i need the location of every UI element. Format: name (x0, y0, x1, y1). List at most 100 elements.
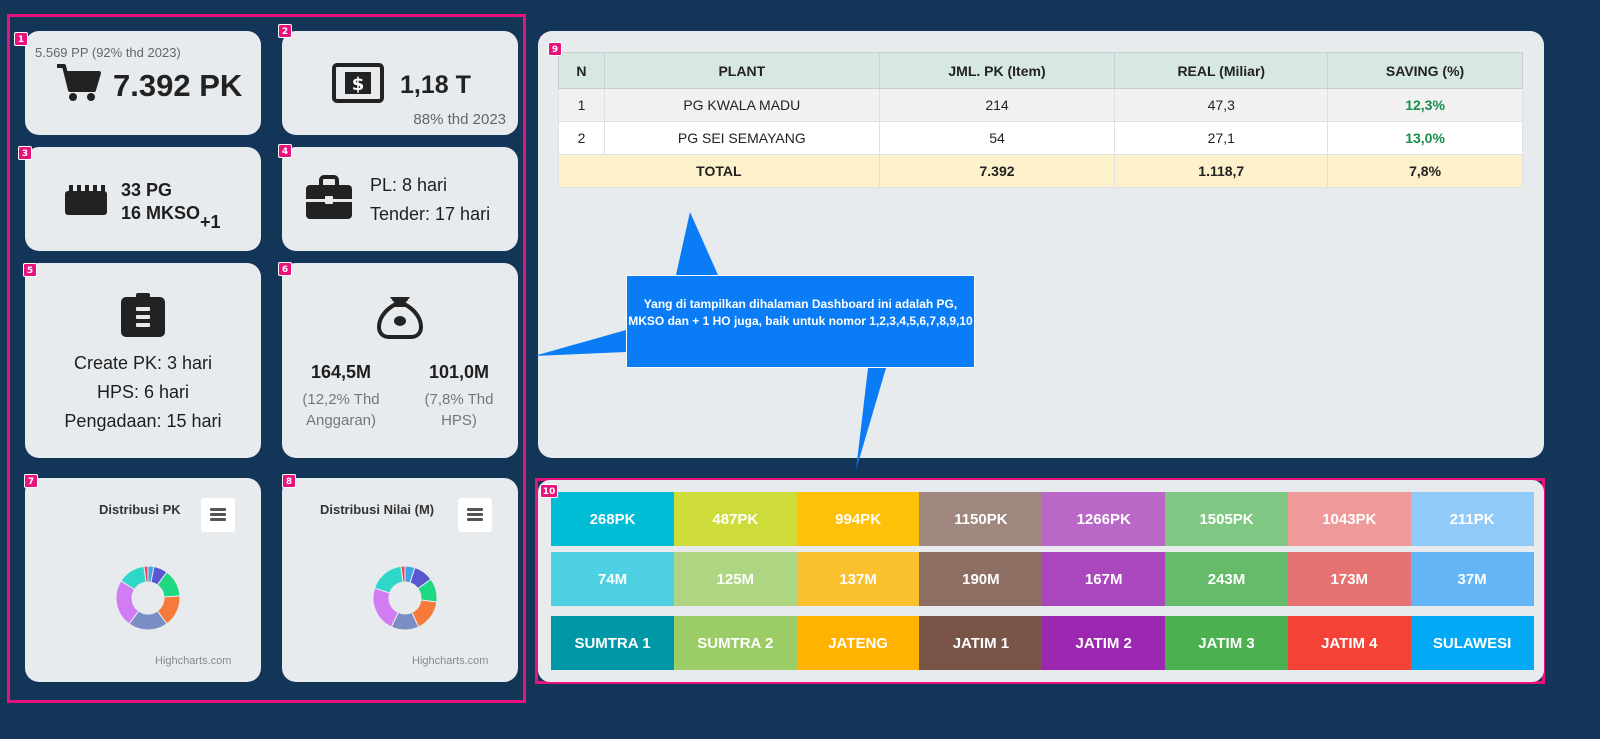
region-tile[interactable]: SUMTRA 2 (673, 616, 797, 670)
saving-anggaran-note1: (12,2% Thd (302, 391, 380, 408)
region-tile[interactable]: SUMTRA 1 (551, 616, 674, 670)
col-header-n[interactable]: N (558, 52, 605, 89)
donut-slice[interactable] (400, 565, 406, 583)
chart-menu-button-pk[interactable] (201, 498, 235, 532)
table-row[interactable]: 1 PG KWALA MADU 214 47,3 12,3% (558, 88, 1523, 122)
badge-6: 6 (278, 262, 292, 276)
nilai-tile[interactable]: 37M (1410, 552, 1534, 606)
cell-n: 2 (558, 121, 605, 155)
region-tile[interactable]: SULAWESI (1410, 616, 1534, 670)
money-bag-icon (376, 297, 424, 343)
cart-icon (55, 63, 101, 108)
nilai-tile[interactable]: 167M (1042, 552, 1166, 606)
menu-bar-icon (467, 508, 483, 511)
cell-n: 1 (558, 88, 605, 122)
nilai-tile[interactable]: 190M (919, 552, 1043, 606)
chart-menu-button-nilai[interactable] (458, 498, 492, 532)
card-distribusi-pk: Distribusi PK Highcharts.com (25, 478, 261, 682)
nilai-tile[interactable]: 243M (1165, 552, 1288, 606)
svg-text:$: $ (352, 74, 365, 95)
tender-duration: Tender: 17 hari (370, 204, 491, 224)
col-header-plant[interactable]: PLANT (603, 52, 880, 89)
pg-count: 33 PG (121, 180, 173, 200)
table-row[interactable]: 2 PG SEI SEMAYANG 54 27,1 13,0% (558, 121, 1523, 155)
region-tile[interactable]: JATENG (796, 616, 920, 670)
donut-chart-nilai[interactable] (355, 548, 455, 648)
donut-slice[interactable] (372, 587, 399, 628)
badge-10: 10 (540, 484, 558, 498)
col-header-jml-pk[interactable]: JML. PK (Item) (878, 52, 1116, 89)
menu-bar-icon (210, 508, 226, 511)
nilai-tile[interactable]: 74M (551, 552, 674, 606)
col-header-real[interactable]: REAL (Miliar) (1114, 52, 1329, 89)
cell-jml-pk: 54 (878, 121, 1116, 155)
badge-9: 9 (548, 42, 562, 56)
nilai-tile[interactable]: 173M (1287, 552, 1411, 606)
donut-slice[interactable] (373, 565, 404, 594)
cell-real: 27,1 (1114, 121, 1329, 155)
saving-hps-note1: (7,8% Thd (424, 391, 494, 408)
cell-total-jml-pk: 7.392 (878, 154, 1116, 188)
cell-plant: PG KWALA MADU (603, 88, 880, 122)
highcharts-credit[interactable]: Highcharts.com (412, 655, 489, 667)
highcharts-credit[interactable]: Highcharts.com (155, 655, 232, 667)
pengadaan-duration: Pengadaan: 15 hari (64, 411, 222, 431)
card-savings: 164,5M (12,2% Thd Anggaran) 101,0M (7,8%… (282, 263, 518, 458)
col-header-saving[interactable]: SAVING (%) (1327, 52, 1523, 89)
card-durations: PL: 8 hari Tender: 17 hari (282, 147, 518, 251)
badge-5: 5 (23, 263, 37, 277)
donut-chart-pk[interactable] (98, 548, 198, 648)
mkso-count: 16 MKSO (121, 203, 201, 223)
badge-7: 7 (24, 474, 38, 488)
region-tile[interactable]: JATIM 4 (1287, 616, 1411, 670)
donut-slice[interactable] (143, 565, 149, 583)
badge-2: 2 (278, 24, 292, 38)
pk-tile[interactable]: 994PK (796, 492, 920, 546)
total-value: 1,18 T (400, 71, 471, 99)
region-tile[interactable]: JATIM 1 (919, 616, 1043, 670)
cell-total-saving: 7,8% (1327, 154, 1523, 188)
callout-note: Yang di tampilkan dihalaman Dashboard in… (626, 275, 975, 368)
cell-plant: PG SEI SEMAYANG (603, 121, 880, 155)
pk-tile[interactable]: 1043PK (1287, 492, 1411, 546)
saving-anggaran-value: 164,5M (310, 362, 372, 382)
chart-title-pk: Distribusi PK (99, 502, 181, 517)
region-tile[interactable]: JATIM 3 (1165, 616, 1288, 670)
card-total-value: $ 1,18 T 88% thd 2023 (282, 31, 518, 135)
card-units: 33 PG 16 MKSO+1 (25, 147, 261, 251)
pk-tile[interactable]: 1505PK (1165, 492, 1288, 546)
pk-value: 7.392 PK (113, 67, 243, 103)
pk-tile[interactable]: 487PK (673, 492, 797, 546)
pl-duration: PL: 8 hari (370, 175, 448, 195)
pk-tile[interactable]: 211PK (1410, 492, 1534, 546)
saving-hps-note2: HPS) (441, 412, 477, 429)
pk-tile[interactable]: 1266PK (1042, 492, 1166, 546)
menu-bar-icon (210, 513, 226, 516)
region-tile[interactable]: JATIM 2 (1042, 616, 1166, 670)
menu-bar-icon (467, 518, 483, 521)
cell-total-label: TOTAL (558, 154, 880, 188)
badge-1: 1 (14, 32, 28, 46)
pk-tile[interactable]: 268PK (551, 492, 674, 546)
table-header-row: N PLANT JML. PK (Item) REAL (Miliar) SAV… (558, 52, 1523, 89)
briefcase-icon (304, 174, 354, 226)
card-distribusi-nilai: Distribusi Nilai (M) Highcharts.com (282, 478, 518, 682)
frame-left-panel (7, 14, 526, 703)
cell-saving: 12,3% (1327, 88, 1523, 122)
card-total-pk: 5.569 PP (92% thd 2023) 7.392 PK (25, 31, 261, 135)
hps-duration: HPS: 6 hari (96, 382, 190, 402)
nilai-tile[interactable]: 137M (796, 552, 920, 606)
clipboard-icon (119, 293, 167, 343)
saving-hps-value: 101,0M (428, 362, 490, 382)
table-total-row: TOTAL 7.392 1.118,7 7,8% (558, 154, 1523, 188)
plant-table: N PLANT JML. PK (Item) REAL (Miliar) SAV… (558, 52, 1523, 188)
menu-bar-icon (467, 513, 483, 516)
nilai-tile[interactable]: 125M (673, 552, 797, 606)
cell-jml-pk: 214 (878, 88, 1116, 122)
create-pk-duration: Create PK: 3 hari (73, 353, 213, 373)
value-subtitle: 88% thd 2023 (413, 111, 506, 128)
chart-title-nilai: Distribusi Nilai (M) (320, 502, 435, 517)
dollar-bill-icon: $ (332, 63, 384, 108)
pk-tile[interactable]: 1150PK (919, 492, 1043, 546)
badge-8: 8 (282, 474, 296, 488)
